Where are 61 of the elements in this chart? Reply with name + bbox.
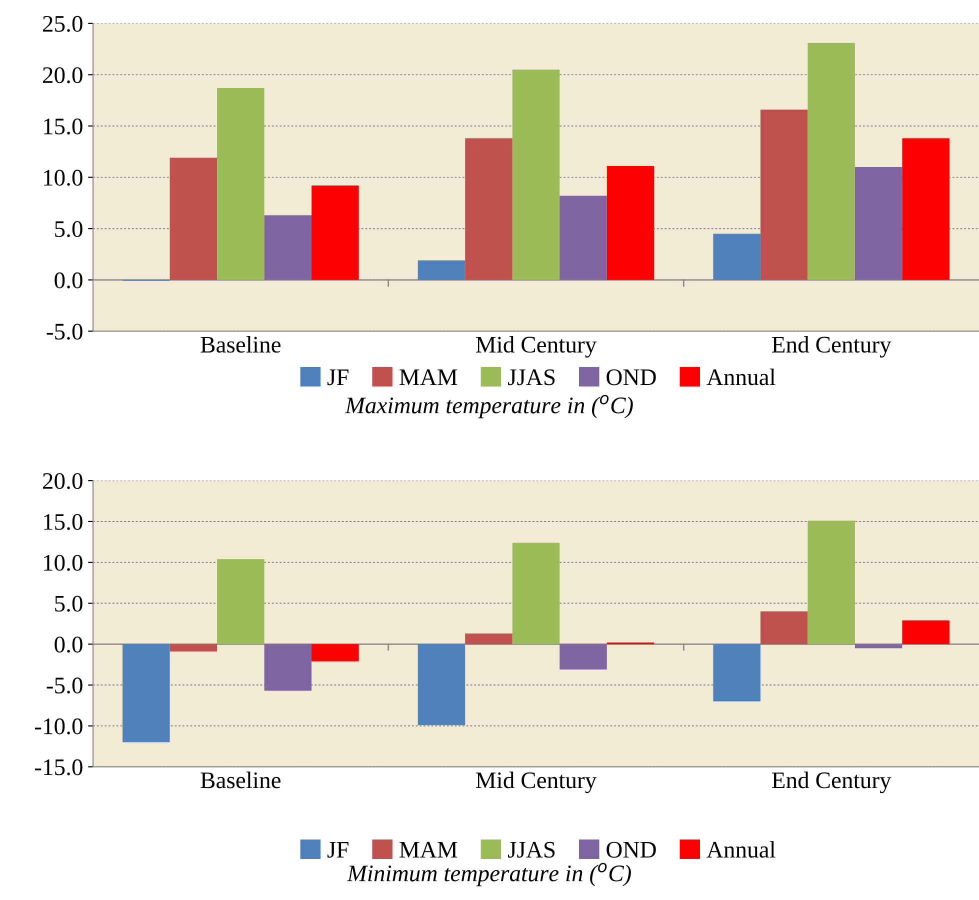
bar	[902, 138, 950, 280]
legend-label: MAM	[400, 369, 458, 385]
bar	[760, 611, 808, 644]
y-tick-label: 0.0	[54, 272, 82, 288]
legend-label: JF	[327, 842, 348, 858]
bar	[418, 260, 466, 280]
y-tick-label: 25.0	[43, 16, 82, 32]
y-tick-label: -15.0	[34, 759, 82, 776]
y-tick-label: -5.0	[46, 324, 82, 340]
y-tick-label: 5.0	[55, 596, 82, 612]
y-tick-label: 10.0	[44, 554, 82, 571]
y-tick-label: -5.0	[46, 678, 82, 694]
legend-label: OND	[606, 842, 656, 858]
bar	[560, 196, 607, 280]
bar	[418, 644, 466, 726]
text: Minimum temperature in ($^{o}$C)	[346, 862, 631, 886]
bar	[465, 634, 512, 644]
y-tick-label: 20.0	[43, 67, 82, 84]
legend-label: MAM	[400, 842, 458, 858]
y-tick-label: 15.0	[44, 514, 82, 530]
x-tick-label: Baseline	[200, 336, 280, 353]
x-tick-label: End Century	[772, 772, 892, 794]
bar	[264, 644, 312, 691]
x-tick-label: Mid Century	[476, 772, 597, 794]
bar	[264, 215, 312, 280]
legend-label: JJAS	[508, 842, 555, 858]
legend-label: JF	[327, 370, 348, 386]
bar	[854, 644, 902, 648]
bar	[170, 644, 218, 652]
y-tick-label: 5.0	[55, 221, 82, 238]
bar	[312, 644, 359, 662]
bar	[713, 644, 760, 702]
y-tick-label: -10.0	[34, 718, 82, 734]
bar	[465, 138, 512, 280]
bar	[512, 70, 560, 280]
bar	[808, 520, 855, 644]
bar	[854, 167, 902, 280]
bar	[170, 158, 218, 280]
x-tick-label: End Century	[772, 336, 892, 358]
bar	[217, 88, 264, 280]
bar	[217, 559, 264, 644]
bar	[760, 110, 808, 280]
bar	[902, 620, 950, 644]
legend-label: Annual	[706, 368, 776, 386]
legend-label: Annual	[706, 841, 776, 858]
bar	[606, 166, 654, 280]
bar	[122, 644, 170, 742]
bar	[512, 542, 560, 644]
y-tick-label: 0.0	[54, 636, 82, 653]
text: Maximum temperature in ($^{o}$C)	[344, 394, 633, 418]
x-tick-label: Mid Century	[476, 336, 597, 358]
legend-label: OND	[606, 369, 656, 386]
bar	[560, 644, 607, 670]
bar	[808, 42, 855, 280]
legend-label: JJAS	[508, 369, 555, 386]
y-tick-label: 20.0	[43, 473, 82, 490]
y-tick-label: 10.0	[44, 170, 82, 186]
x-tick-label: Baseline	[200, 772, 280, 788]
bar	[312, 186, 359, 280]
y-tick-label: 15.0	[44, 118, 82, 135]
bar	[713, 234, 760, 280]
